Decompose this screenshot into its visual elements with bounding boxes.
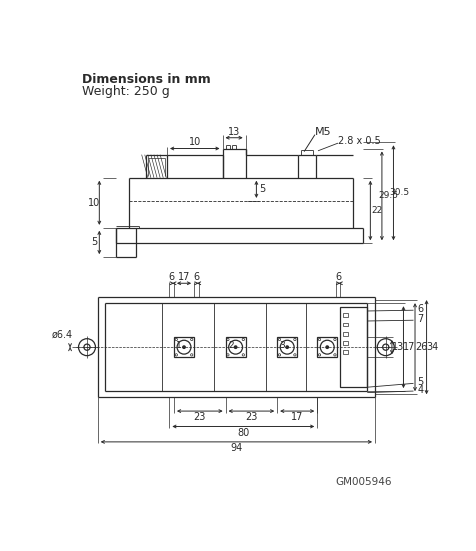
Text: 23: 23 xyxy=(245,412,257,422)
Bar xyxy=(342,350,347,354)
Text: 6: 6 xyxy=(193,272,199,282)
Text: 10: 10 xyxy=(88,198,100,208)
Text: 6: 6 xyxy=(169,272,174,282)
Text: 3: 3 xyxy=(279,341,285,350)
Text: 30.5: 30.5 xyxy=(389,188,409,197)
Text: 17: 17 xyxy=(290,412,303,422)
Circle shape xyxy=(325,345,328,349)
Text: 22: 22 xyxy=(370,206,381,215)
Text: 7: 7 xyxy=(416,314,423,323)
Text: 26: 26 xyxy=(414,342,426,352)
Text: 6: 6 xyxy=(334,272,340,282)
Text: GM005946: GM005946 xyxy=(335,477,391,487)
Text: 34: 34 xyxy=(426,342,438,352)
Bar xyxy=(342,322,347,326)
Text: ø6.4: ø6.4 xyxy=(52,330,73,340)
Text: 5: 5 xyxy=(90,237,97,247)
Bar xyxy=(225,337,245,357)
Text: 10: 10 xyxy=(188,137,200,147)
Text: 80: 80 xyxy=(237,428,249,437)
Bar xyxy=(342,341,347,345)
Circle shape xyxy=(233,345,237,349)
Text: 2: 2 xyxy=(228,341,233,350)
Bar xyxy=(277,337,297,357)
Text: 17: 17 xyxy=(178,272,190,282)
Bar xyxy=(174,337,194,357)
Text: M5: M5 xyxy=(314,127,331,137)
Text: 6: 6 xyxy=(416,304,423,314)
Text: 23: 23 xyxy=(193,412,206,422)
Circle shape xyxy=(285,345,288,349)
Text: 13: 13 xyxy=(391,342,403,352)
Text: Dimensions in mm: Dimensions in mm xyxy=(82,73,211,87)
Text: Weight: 250 g: Weight: 250 g xyxy=(82,85,170,98)
Text: 4: 4 xyxy=(416,385,423,395)
Circle shape xyxy=(182,345,186,349)
Text: 5: 5 xyxy=(259,185,265,195)
Bar xyxy=(339,307,367,387)
Text: 5: 5 xyxy=(416,377,423,387)
Text: 29.5: 29.5 xyxy=(377,191,397,201)
Text: 13: 13 xyxy=(228,127,240,137)
Text: 2.8 x 0.5: 2.8 x 0.5 xyxy=(337,136,380,146)
Text: 17: 17 xyxy=(403,342,415,352)
Bar xyxy=(342,332,347,336)
Bar xyxy=(317,337,337,357)
Text: 94: 94 xyxy=(230,443,242,453)
Bar xyxy=(342,314,347,317)
Text: 1: 1 xyxy=(176,341,182,350)
